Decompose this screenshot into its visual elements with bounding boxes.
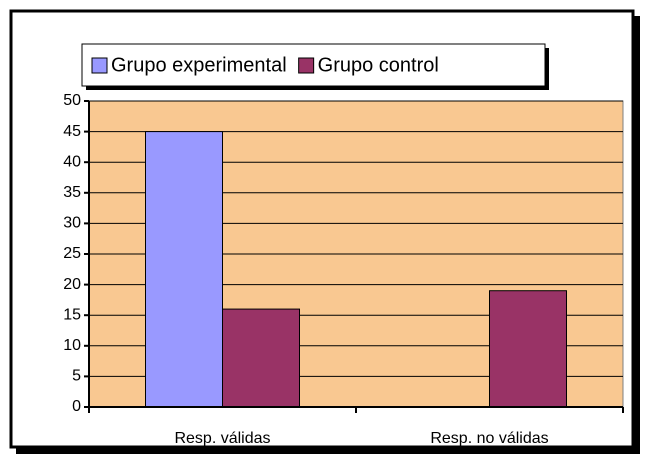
y-tick-label: 0	[72, 398, 81, 415]
y-tick-label: 30	[63, 215, 81, 232]
y-tick-label: 15	[63, 306, 81, 323]
y-tick-label: 25	[63, 245, 81, 262]
y-tick-label: 40	[63, 153, 81, 170]
legend-label: Grupo experimental	[111, 54, 287, 76]
y-tick-label: 45	[63, 123, 81, 140]
bar	[489, 290, 567, 408]
bar	[222, 308, 300, 408]
legend-swatch	[91, 57, 108, 74]
y-tick-label: 35	[63, 184, 81, 201]
legend-swatch	[298, 57, 315, 74]
y-tick-label: 10	[63, 337, 81, 354]
bar	[145, 131, 223, 408]
legend-label: Grupo control	[318, 54, 439, 76]
y-tick-label: 50	[63, 92, 81, 109]
x-tick-label: Resp. válidas	[174, 430, 270, 447]
x-tick-label: Resp. no válidas	[430, 430, 548, 447]
y-tick-label: 5	[72, 368, 81, 385]
y-tick-label: 20	[63, 276, 81, 293]
